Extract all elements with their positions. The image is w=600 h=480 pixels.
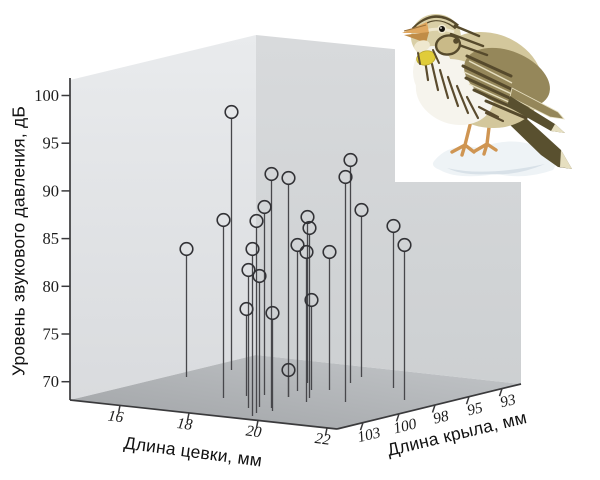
tail xyxy=(507,108,572,169)
y-tick-label: 95 xyxy=(465,399,484,419)
stem-marker xyxy=(245,241,260,257)
y-tick xyxy=(431,404,436,413)
stem-marker xyxy=(386,218,401,234)
z-tick-label: 80 xyxy=(43,277,60,296)
tail-tip xyxy=(560,150,572,169)
z-tick-label: 100 xyxy=(34,86,59,105)
ear-spot xyxy=(453,38,459,44)
box-left-wall xyxy=(70,35,256,400)
x-tick-label: 16 xyxy=(107,407,125,426)
culmen-line xyxy=(403,24,427,32)
stem-marker xyxy=(216,212,231,228)
stem-marker xyxy=(281,362,296,378)
y-tick-label: 93 xyxy=(498,391,517,411)
malar-streaks xyxy=(417,49,440,65)
stem-marker xyxy=(290,237,305,253)
stem-marker xyxy=(264,166,279,182)
stem-marker xyxy=(224,104,239,120)
x-tick xyxy=(186,412,190,421)
stem-marker xyxy=(257,199,272,215)
axis-line xyxy=(69,399,338,430)
stem-marker xyxy=(239,301,254,317)
bird-illustration xyxy=(402,14,572,177)
x-tick-label: 20 xyxy=(245,422,263,441)
z-tick-label: 70 xyxy=(43,372,60,391)
stem-marker xyxy=(299,244,314,260)
legs xyxy=(450,117,498,157)
eye-glint xyxy=(440,27,442,29)
stem-marker xyxy=(300,209,315,225)
breast-streaks xyxy=(423,58,505,123)
stem-marker xyxy=(354,202,369,218)
z-axis-title: Уровень звукового давления, дБ xyxy=(8,105,29,377)
stem-marker xyxy=(265,305,280,321)
stem-marker xyxy=(343,152,358,168)
snow-shadow xyxy=(447,164,545,175)
z-tick-label: 85 xyxy=(43,229,60,248)
stem-marker xyxy=(252,268,267,284)
stem-marker xyxy=(338,169,353,185)
x-tick xyxy=(324,427,328,436)
eye xyxy=(439,26,445,32)
stem-marker xyxy=(179,241,194,257)
crown-median-stripe xyxy=(416,17,455,28)
stem-marker xyxy=(302,220,317,236)
x-tick xyxy=(255,420,259,429)
chin-patch xyxy=(414,40,430,52)
primary-tip xyxy=(551,124,565,133)
y-tick xyxy=(465,396,470,405)
stem-marker xyxy=(281,170,296,186)
markers-group xyxy=(179,104,412,378)
stem-marker xyxy=(241,262,256,278)
beak-lower xyxy=(404,32,429,43)
y-tick-label: 98 xyxy=(431,407,450,427)
z-tick-label: 95 xyxy=(43,134,60,153)
x-tick xyxy=(117,405,121,414)
bird-illustration-svg xyxy=(395,0,600,182)
stem-marker xyxy=(304,292,319,308)
x-tick-label: 18 xyxy=(176,415,194,434)
stem-marker xyxy=(397,237,412,253)
y-tick xyxy=(359,422,364,431)
stems-group xyxy=(185,118,406,416)
y-tick xyxy=(395,413,400,422)
y-tick xyxy=(498,388,503,397)
stem-marker xyxy=(249,213,264,229)
primary-feathers xyxy=(507,96,565,133)
nape-streaks xyxy=(449,24,489,57)
y-tick-label: 103 xyxy=(356,424,383,446)
axis-line xyxy=(336,383,522,430)
secondary-feather xyxy=(509,87,565,120)
wing-feather-streaks xyxy=(461,54,528,120)
z-tick-label: 90 xyxy=(43,181,60,200)
box-floor xyxy=(70,355,521,429)
stem-marker xyxy=(322,244,337,260)
y-tick-label: 100 xyxy=(392,415,419,437)
z-tick-label: 75 xyxy=(43,325,60,344)
x-tick-label: 22 xyxy=(314,430,332,449)
